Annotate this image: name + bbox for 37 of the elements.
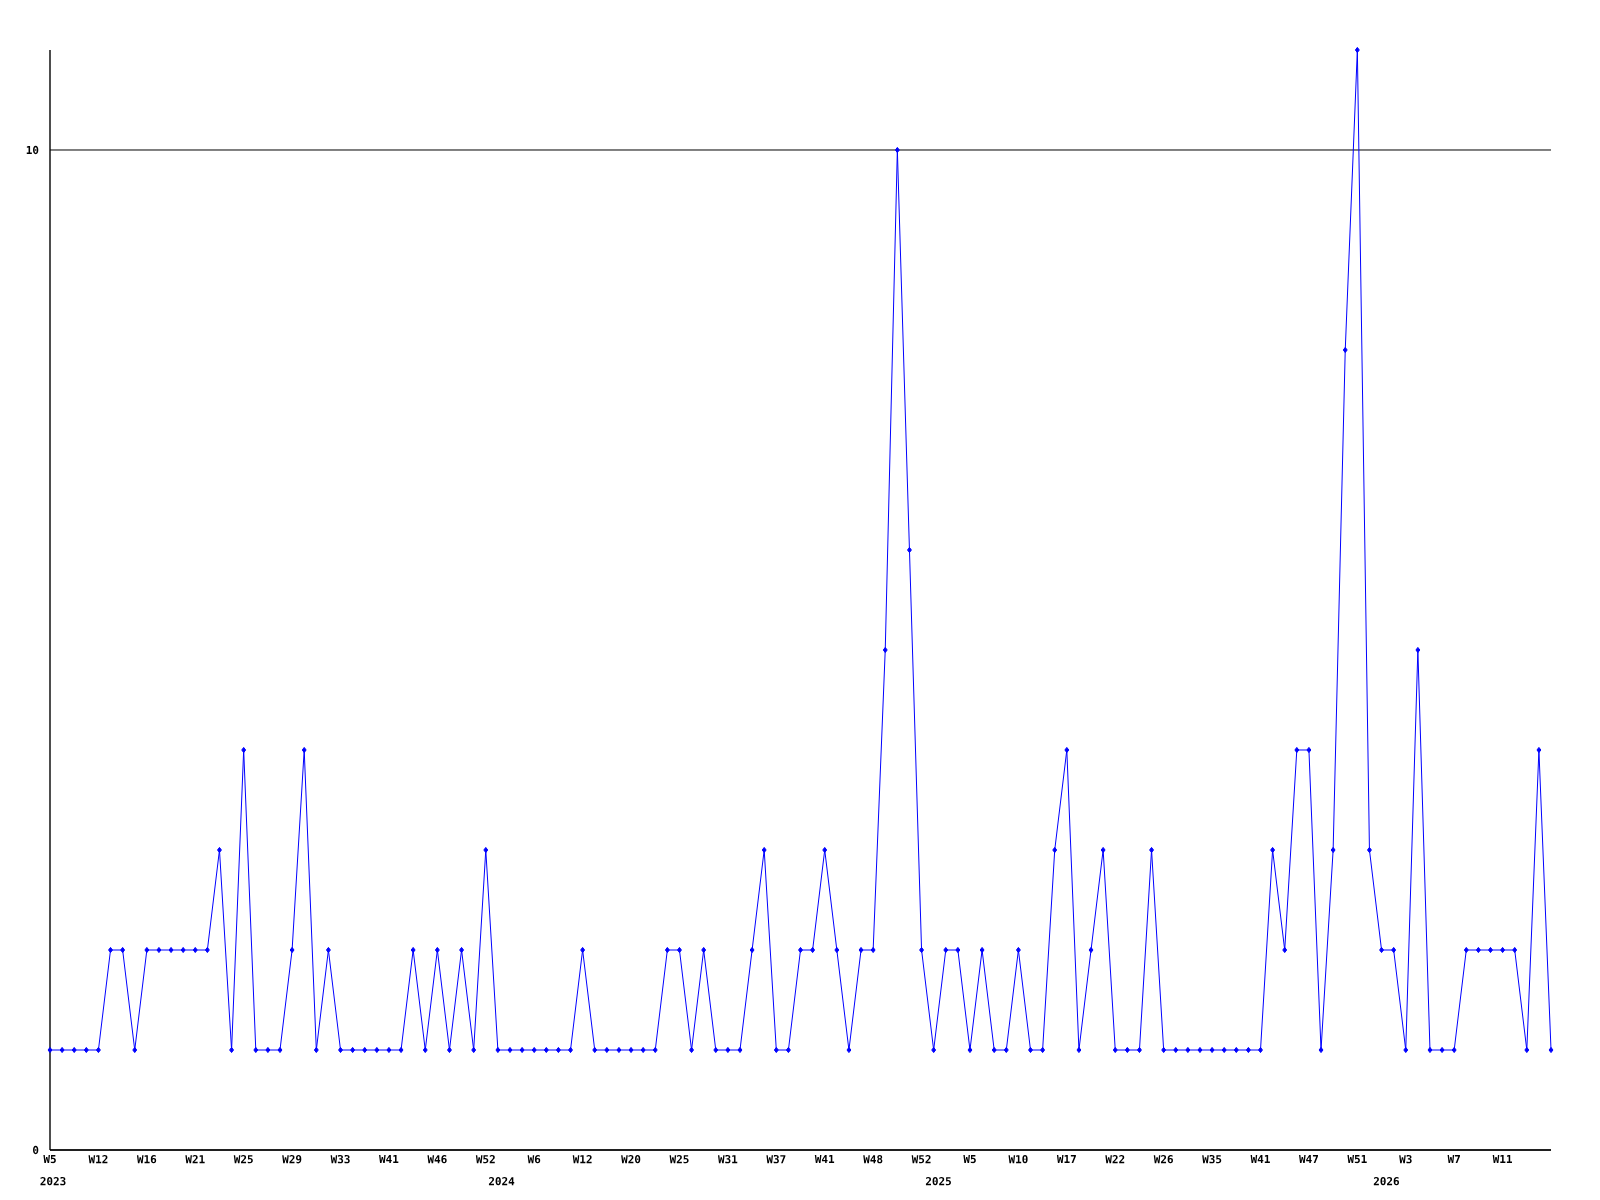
- text: 2025: [925, 1177, 951, 1186]
- x-tick-label: W12: [572, 1155, 592, 1164]
- x-tick-label: W35: [1202, 1155, 1222, 1164]
- x-tick-label: W5: [963, 1155, 976, 1164]
- x-tick-label: W20: [621, 1155, 641, 1164]
- x-tick-label: W6: [527, 1155, 541, 1164]
- x-tick-label: W51: [1347, 1155, 1367, 1164]
- x-tick-label: W37: [766, 1155, 786, 1164]
- x-tick-label: W46: [427, 1155, 447, 1164]
- x-tick-label: W31: [717, 1155, 738, 1164]
- y-tick-label: 0: [33, 1145, 39, 1155]
- x-tick-label: W25: [233, 1155, 253, 1164]
- x-tick-label: W52: [475, 1155, 495, 1164]
- x-tick-label: W29: [282, 1155, 302, 1164]
- text: 2024: [488, 1177, 515, 1186]
- x-tick-label: W41: [814, 1155, 835, 1164]
- x-tick-label: W3: [1399, 1155, 1412, 1164]
- x-tick-label: W47: [1299, 1155, 1318, 1164]
- x-tick-label: W22: [1105, 1155, 1125, 1164]
- x-tick-label: W33: [330, 1155, 350, 1164]
- x-tick-label: W7: [1447, 1155, 1460, 1164]
- x-tick-label: W21: [185, 1155, 205, 1164]
- x-tick-label: W48: [863, 1155, 883, 1164]
- x-tick-label: W26: [1153, 1155, 1173, 1164]
- text: 2026: [1373, 1177, 1399, 1186]
- x-tick-label: W52: [911, 1155, 931, 1164]
- x-tick-label: W41: [379, 1155, 399, 1164]
- x-tick-label: W11: [1492, 1155, 1512, 1164]
- x-tick-label: W12: [88, 1155, 108, 1164]
- x-tick-label: W17: [1056, 1155, 1076, 1164]
- x-tick-label: W10: [1008, 1155, 1028, 1164]
- x-tick-label: W41: [1250, 1155, 1270, 1164]
- x-tick-label: W5: [43, 1155, 56, 1164]
- x-tick-label: W25: [669, 1155, 689, 1164]
- y-tick-label: 10: [26, 145, 39, 155]
- x-tick-label: W16: [136, 1155, 157, 1164]
- text: 2023: [40, 1177, 66, 1186]
